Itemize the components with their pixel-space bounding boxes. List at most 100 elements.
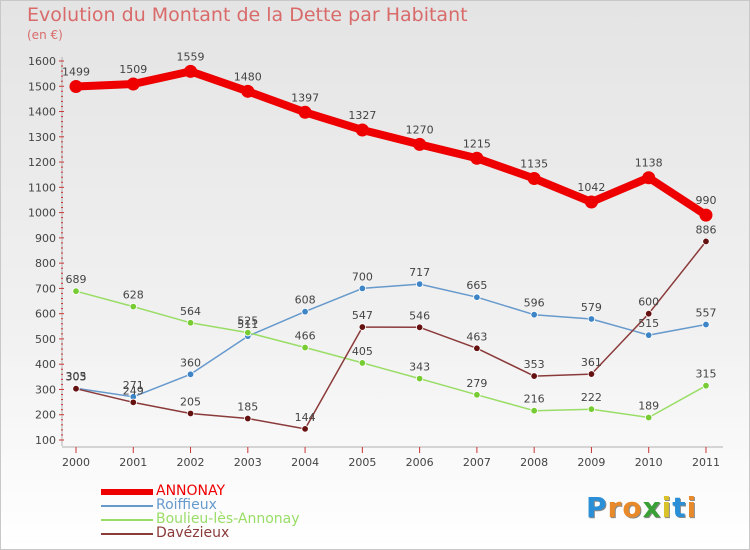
point-boulieu-les-annonay-2006	[415, 374, 424, 383]
data-label-annonay-2004: 1397	[291, 91, 319, 104]
data-label-davezieux-2009: 361	[581, 356, 602, 369]
data-label-annonay-2008: 1135	[520, 157, 548, 170]
data-label-roiffieux-2010: 515	[638, 317, 659, 330]
y-tick-label-900: 900	[35, 232, 56, 245]
logo-letter: P	[586, 491, 608, 524]
x-tick-label-2002: 2002	[177, 456, 205, 469]
x-tick-label-2001: 2001	[119, 456, 147, 469]
data-label-boulieu-les-annonay-2004: 466	[295, 330, 316, 343]
y-tick-label-600: 600	[35, 308, 56, 321]
legend-label-annonay: ANNONAY	[156, 483, 226, 499]
point-annonay-2001	[126, 77, 140, 91]
data-label-davezieux-2003: 185	[237, 401, 258, 414]
y-tick-label-1300: 1300	[28, 131, 56, 144]
point-annonay-2010	[642, 171, 656, 185]
y-tick-label-400: 400	[35, 358, 56, 371]
data-label-davezieux-2007: 463	[466, 330, 487, 343]
series-line-roiffieux	[75, 283, 707, 398]
data-label-boulieu-les-annonay-2001: 628	[123, 289, 144, 302]
legend-swatch-roiffieux	[101, 505, 153, 507]
y-tick-label-1400: 1400	[28, 106, 56, 119]
point-roiffieux-2010	[645, 331, 653, 339]
logo-letter: o	[622, 491, 643, 524]
data-label-boulieu-les-annonay-2003: 525	[237, 315, 258, 328]
point-annonay-2006	[413, 137, 427, 151]
data-label-roiffieux-2003: 511	[237, 318, 258, 331]
data-label-annonay-2005: 1327	[348, 109, 376, 122]
x-tick-label-2008: 2008	[520, 456, 548, 469]
data-label-annonay-2011: 990	[695, 194, 716, 207]
series-line-boulieu-les-annonay	[75, 290, 707, 419]
point-annonay-2003	[241, 84, 255, 98]
point-annonay-2002	[184, 64, 198, 78]
data-label-annonay-2001: 1509	[119, 63, 147, 76]
data-label-annonay-2010: 1138	[635, 157, 663, 170]
series-group	[69, 64, 713, 433]
data-label-boulieu-les-annonay-2009: 222	[581, 391, 602, 404]
data-label-davezieux-2004: 144	[295, 411, 316, 424]
y-tick-label-700: 700	[35, 282, 56, 295]
data-label-davezieux-2001: 249	[123, 384, 144, 397]
x-tick-label-2007: 2007	[463, 456, 491, 469]
point-davezieux-2001	[129, 398, 137, 407]
x-tick-label-2004: 2004	[291, 456, 319, 469]
y-tick-label-200: 200	[35, 409, 56, 422]
data-labels: 305 271 360 511 608 700 717 665 596 579 515 557 689 6…	[62, 50, 716, 424]
point-boulieu-les-annonay-2009	[587, 405, 596, 413]
point-boulieu-les-annonay-2005	[358, 359, 367, 367]
point-roiffieux-2011	[702, 320, 710, 329]
data-label-roiffieux-2011: 557	[695, 307, 716, 320]
point-davezieux-2004	[301, 425, 309, 433]
x-tick-label-2011: 2011	[692, 456, 720, 469]
data-label-annonay-2009: 1042	[577, 181, 605, 194]
data-label-annonay-2006: 1270	[406, 123, 434, 136]
x-tick-label-2003: 2003	[234, 456, 262, 469]
data-label-davezieux-2010: 600	[638, 296, 659, 309]
data-label-roiffieux-2004: 608	[295, 294, 316, 307]
point-roiffieux-2007	[473, 293, 481, 301]
point-boulieu-les-annonay-2000	[72, 287, 80, 295]
axes: 100 200 300 400 500 600 700 800 900 1000 1100 1200 1…	[28, 55, 723, 469]
x-tick-label-2000: 2000	[62, 456, 90, 469]
data-label-davezieux-2008: 353	[524, 358, 545, 371]
point-boulieu-les-annonay-2011	[702, 381, 710, 390]
y-tick-label-1200: 1200	[28, 156, 56, 169]
point-boulieu-les-annonay-2002	[186, 319, 195, 327]
y-tick-label-100: 100	[35, 434, 56, 447]
data-label-roiffieux-2001: 271	[123, 379, 144, 392]
point-davezieux-2010	[645, 309, 653, 318]
series-line-davezieux	[75, 240, 707, 430]
point-boulieu-les-annonay-2008	[530, 406, 538, 415]
data-label-annonay-2003: 1480	[234, 70, 262, 83]
proxiti-logo: Proxiti	[586, 491, 697, 524]
data-label-roiffieux-2007: 665	[466, 279, 487, 292]
x-tick-label-2005: 2005	[348, 456, 376, 469]
logo-letter: i	[661, 491, 673, 524]
point-annonay-2004	[298, 105, 312, 119]
data-label-boulieu-les-annonay-2008: 216	[524, 393, 545, 406]
legend-swatch-boulieu	[101, 519, 153, 521]
data-label-roiffieux-2009: 579	[581, 301, 602, 314]
data-label-boulieu-les-annonay-2011: 315	[695, 368, 716, 381]
point-annonay-2011	[699, 208, 713, 222]
legend-label-davezieux: Davézieux	[156, 525, 230, 541]
point-roiffieux-2009	[587, 315, 596, 323]
data-label-davezieux-2006: 546	[409, 309, 430, 322]
legend-label-boulieu: Boulieu-lès-Annonay	[156, 511, 300, 527]
legend-swatch-davezieux	[101, 533, 153, 535]
point-annonay-2005	[355, 123, 369, 137]
point-davezieux-2006	[415, 323, 424, 332]
logo-letter: r	[607, 491, 623, 524]
point-boulieu-les-annonay-2007	[473, 391, 481, 399]
y-tick-label-1600: 1600	[28, 55, 56, 68]
point-roiffieux-2005	[358, 284, 367, 293]
y-tick-label-500: 500	[35, 333, 56, 346]
point-roiffieux-2004	[301, 307, 309, 316]
point-davezieux-2002	[186, 409, 195, 418]
data-label-annonay-2002: 1559	[177, 50, 205, 63]
point-boulieu-les-annonay-2010	[645, 413, 653, 422]
x-tick-label-2009: 2009	[577, 456, 605, 469]
point-roiffieux-2002	[186, 370, 195, 379]
point-davezieux-2011	[702, 237, 710, 246]
